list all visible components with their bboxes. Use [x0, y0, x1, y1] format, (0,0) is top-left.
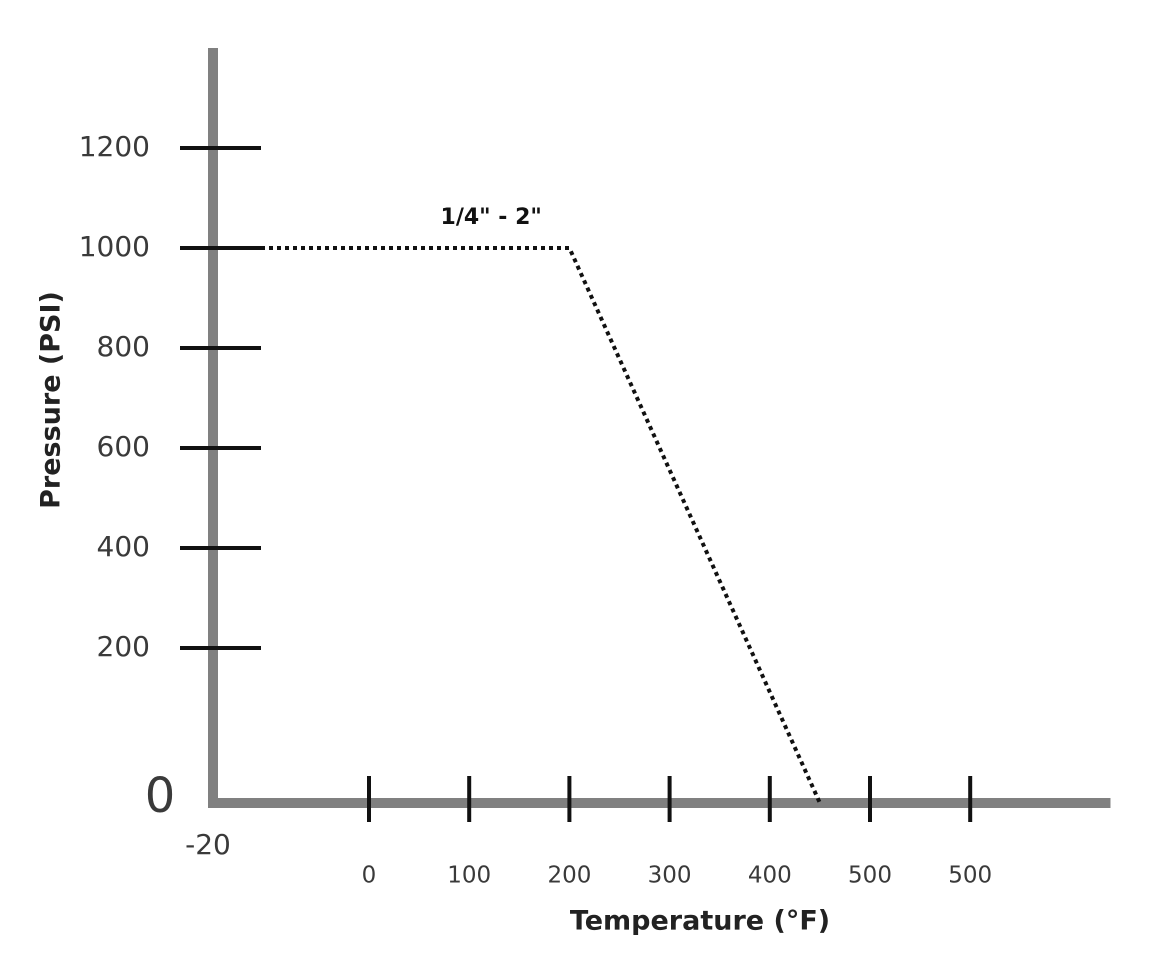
- y-tick-label: 200: [97, 630, 150, 663]
- x-tick-label: 100: [447, 863, 491, 889]
- y-axis-title: Pressure (PSI): [36, 291, 67, 509]
- series-label: 1/4" - 2": [441, 205, 542, 230]
- x-tick-label: 300: [648, 863, 692, 889]
- x-tick-label: 500: [848, 863, 892, 889]
- x-tick-label: -20: [185, 828, 231, 861]
- y-tick-label: 1200: [79, 130, 150, 163]
- y-tick-label: 1000: [79, 230, 150, 263]
- x-tick-label: 400: [748, 863, 792, 889]
- data-line: [213, 246, 822, 804]
- x-tick-label: 200: [547, 863, 591, 889]
- y-tick-label: 800: [97, 330, 150, 363]
- y-tick-label: 400: [97, 530, 150, 563]
- y-tick-label: 600: [97, 430, 150, 463]
- y-tick-label: 0: [145, 768, 176, 824]
- x-axis-title: Temperature (°F): [570, 906, 830, 937]
- x-tick-label: 500: [948, 863, 992, 889]
- x-tick-label: 0: [362, 863, 377, 889]
